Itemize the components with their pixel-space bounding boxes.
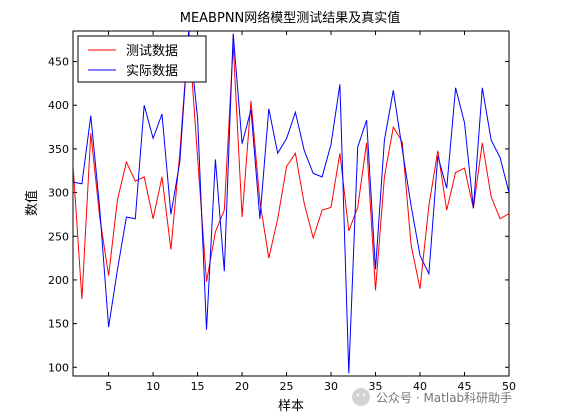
series-line-test-data	[73, 31, 509, 300]
x-tick-label: 40	[413, 380, 427, 393]
legend: 测试数据 实际数据	[77, 35, 207, 83]
wechat-icon	[352, 388, 370, 406]
x-axis-label: 样本	[278, 399, 304, 414]
x-tick-label: 35	[369, 380, 383, 393]
x-tick-label: 25	[280, 380, 294, 393]
y-tick-label: 450	[48, 56, 69, 69]
legend-label-actual: 实际数据	[126, 64, 178, 79]
series-line-actual-data	[73, 31, 509, 374]
y-axis-label: 数值	[24, 190, 40, 216]
y-tick-label: 150	[48, 318, 69, 331]
x-tick-label: 10	[146, 380, 160, 393]
x-tick-label: 20	[235, 380, 249, 393]
x-tick-label: 30	[324, 380, 338, 393]
watermark: 公众号 · Matlab科研助手	[352, 388, 512, 406]
plot-area	[72, 30, 510, 377]
y-tick-label: 100	[48, 361, 69, 374]
x-tick-label: 50	[502, 380, 516, 393]
chart-title: MEABPNN网络模型测试结果及真实值	[180, 10, 401, 26]
x-tick-label: 45	[458, 380, 472, 393]
y-tick-label: 350	[48, 143, 69, 156]
y-tick-label: 300	[48, 187, 69, 200]
y-tick-label: 200	[48, 274, 69, 287]
x-tick-label: 15	[191, 380, 205, 393]
y-tick-label: 400	[48, 99, 69, 112]
series-layer	[73, 31, 509, 374]
watermark-text: 公众号 · Matlab科研助手	[376, 391, 512, 405]
axis-ticks: 5 10 15 20 25 30 35 40 45 50 100 150 200 250 300 350 400…	[48, 31, 516, 393]
x-tick-label: 5	[105, 380, 112, 393]
y-tick-label: 250	[48, 230, 69, 243]
legend-label-test: 测试数据	[126, 44, 178, 59]
legend-box	[77, 35, 207, 83]
